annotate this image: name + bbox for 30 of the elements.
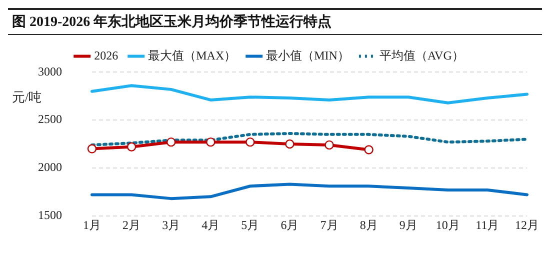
x-tick-label: 2月 — [122, 218, 141, 232]
point — [87, 144, 97, 154]
x-tick-label: 12月 — [515, 218, 539, 232]
x-tick-label: 8月 — [360, 218, 378, 232]
point — [285, 139, 294, 149]
point — [126, 142, 136, 152]
chart-title: 图 2019-2026 年东北地区玉米月均价季节性运行特点 — [8, 8, 542, 35]
y-tick-label: 1500 — [38, 208, 62, 222]
y-tick-label: 3000 — [38, 64, 62, 78]
x-tick-label: 5月 — [241, 218, 260, 232]
x-tick-label: 10月 — [436, 218, 460, 232]
point — [206, 137, 216, 147]
x-tick-label: 1月 — [83, 218, 101, 232]
legend-label: 最小值（MIN） — [266, 48, 350, 62]
x-tick-label: 4月 — [202, 218, 220, 232]
x-tick-label: 11月 — [476, 218, 500, 232]
point — [364, 145, 374, 154]
y-tick-label: 2000 — [38, 160, 62, 174]
point — [324, 140, 334, 150]
legend-label: 最大值（MAX） — [148, 48, 236, 62]
legend-label: 2026 — [94, 48, 118, 62]
point — [246, 137, 255, 147]
x-tick-label: 3月 — [162, 218, 180, 232]
point — [166, 137, 176, 147]
y-tick-label: 2500 — [38, 112, 62, 126]
x-tick-label: 9月 — [399, 218, 418, 232]
x-tick-label: 6月 — [280, 218, 299, 232]
y-axis-title: 元/吨 — [12, 90, 42, 105]
legend-label: 平均值（AVG） — [379, 48, 464, 62]
x-tick-label: 7月 — [320, 218, 338, 232]
